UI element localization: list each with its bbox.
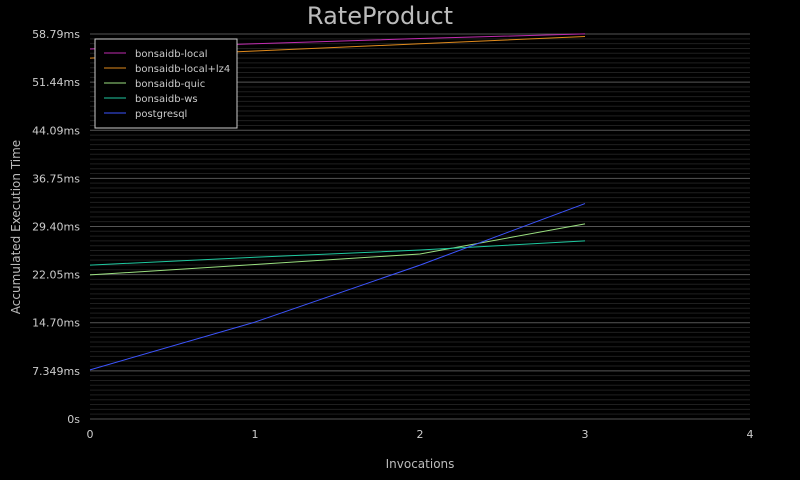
series-line-bonsaidb-quic bbox=[89, 223, 586, 276]
y-tick-label: 44.09ms bbox=[32, 124, 80, 137]
legend-label: postgresql bbox=[135, 109, 187, 120]
x-axis-label: Invocations bbox=[386, 457, 455, 471]
x-tick-label: 2 bbox=[417, 428, 424, 441]
x-tick-label: 3 bbox=[582, 428, 589, 441]
x-axis-ticks: 0 1 2 3 4 bbox=[87, 428, 754, 441]
y-tick-label: 14.70ms bbox=[32, 317, 80, 330]
x-tick-label: 4 bbox=[747, 428, 754, 441]
y-tick-label: 7.349ms bbox=[32, 365, 80, 378]
x-tick-label: 1 bbox=[252, 428, 259, 441]
y-axis-label: Accumulated Execution Time bbox=[9, 140, 23, 314]
y-axis-ticks: 0s 7.349ms 14.70ms 22.05ms 29.40ms 36.75ms 44.… bbox=[32, 28, 80, 426]
legend-label: bonsaidb-local+lz4 bbox=[135, 64, 230, 75]
y-tick-label: 29.40ms bbox=[32, 220, 80, 233]
y-tick-label: 51.44ms bbox=[32, 76, 80, 89]
series-line-postgresql bbox=[89, 203, 586, 371]
chart-title: RateProduct bbox=[307, 2, 453, 30]
y-tick-label: 0s bbox=[67, 413, 80, 426]
y-tick-label: 22.05ms bbox=[32, 269, 80, 282]
y-tick-label: 58.79ms bbox=[32, 28, 80, 41]
series-line-bonsaidb-ws bbox=[89, 240, 586, 266]
x-tick-label: 0 bbox=[87, 428, 94, 441]
legend: bonsaidb-local bonsaidb-local+lz4 bonsaidb… bbox=[94, 38, 238, 129]
y-tick-label: 36.75ms bbox=[32, 172, 80, 185]
legend-label: bonsaidb-ws bbox=[135, 94, 198, 105]
legend-label: bonsaidb-quic bbox=[135, 79, 205, 90]
legend-label: bonsaidb-local bbox=[135, 49, 208, 60]
